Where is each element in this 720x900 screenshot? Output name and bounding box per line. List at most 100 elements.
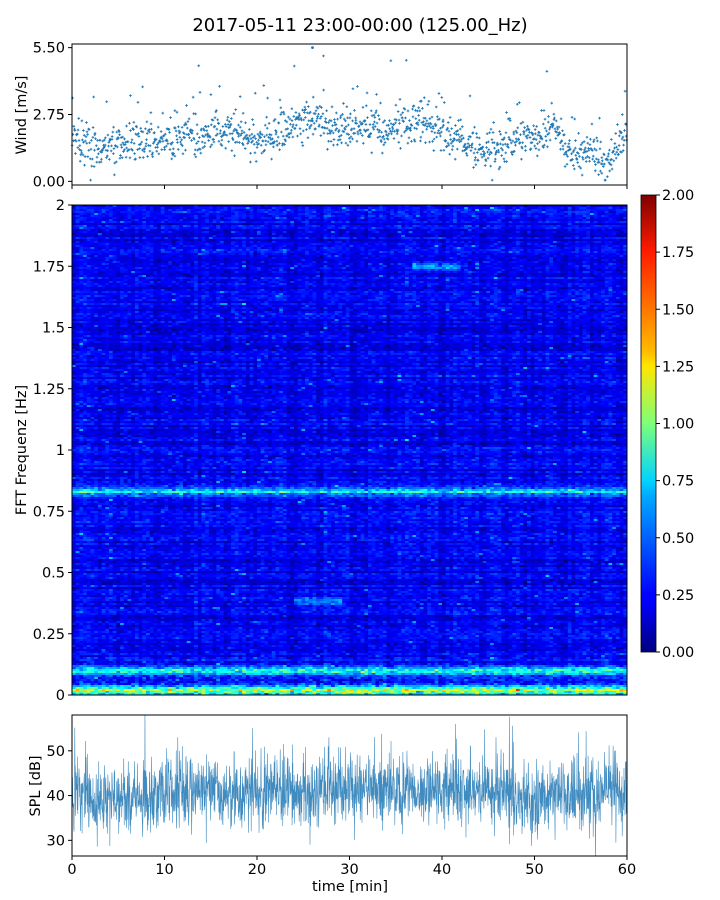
spectrogram-cell: [556, 221, 561, 224]
spectrogram-cell: [364, 217, 369, 220]
spectrogram-cell: [504, 221, 509, 224]
spectrogram-cell: [334, 227, 339, 230]
spectrogram-cell: [623, 217, 627, 220]
spectrogram-cell: [153, 213, 158, 216]
spectrogram-cell: [493, 209, 498, 212]
spectrogram-cell: [319, 221, 324, 224]
spectrogram-cell: [220, 223, 225, 226]
spectrogram-cell: [282, 209, 287, 212]
spectrogram-cell: [545, 221, 550, 224]
spectrogram-cell: [123, 223, 128, 226]
spectrogram-cell: [412, 213, 417, 216]
spectrogram-cell: [245, 207, 250, 210]
spectrogram-cell: [149, 215, 154, 218]
spectrogram-cell: [379, 227, 384, 230]
spectrogram-cell: [190, 205, 195, 208]
spectrogram-cell: [586, 225, 591, 228]
spectrogram-cell: [453, 223, 458, 226]
spectrogram-cell: [416, 217, 421, 220]
spectrogram-cell: [479, 215, 484, 218]
spectrogram-cell: [434, 217, 439, 220]
spectrogram-cell: [475, 215, 480, 218]
spectrogram-cell: [390, 227, 395, 230]
spectrogram-cell: [268, 211, 273, 214]
spectrogram-cell: [623, 205, 627, 208]
spectrogram-cell: [364, 223, 369, 226]
spectrogram-cell: [194, 219, 199, 222]
spectrogram-cell: [549, 223, 554, 226]
spectrogram-cell: [90, 221, 95, 224]
spectrogram-cell: [208, 209, 213, 212]
spectrogram-cell: [127, 219, 132, 222]
spectrogram-cell: [575, 217, 580, 220]
spectrogram-cell: [286, 211, 291, 214]
spectrogram-cell: [453, 221, 458, 224]
spectrogram-cell: [179, 209, 184, 212]
spectrogram-cell: [319, 213, 324, 216]
spectrogram-cell: [249, 211, 254, 214]
spectrogram-cell: [541, 227, 546, 230]
spectrogram-cell: [231, 211, 236, 214]
spectrogram-cell: [353, 225, 358, 228]
spectrogram-cell: [375, 207, 380, 210]
spectrogram-cell: [486, 221, 491, 224]
spectrogram-cell: [471, 213, 476, 216]
spectrogram-cell: [375, 215, 380, 218]
spectrogram-cell: [419, 227, 424, 230]
spectrogram-cell: [523, 205, 528, 208]
spectrogram-cell: [179, 225, 184, 228]
spectrogram-cell: [508, 227, 513, 230]
spectrogram-cell: [97, 227, 102, 230]
spectrogram-cell: [582, 217, 587, 220]
spectrogram-cell: [116, 223, 121, 226]
spectrogram-cell: [105, 215, 110, 218]
spectrogram-cell: [604, 205, 609, 208]
spectrogram-cell: [497, 211, 502, 214]
spectrogram-cell: [138, 215, 143, 218]
spectrogram-cell: [79, 209, 84, 212]
spectrogram-cell: [208, 215, 213, 218]
spectrogram-cell: [586, 223, 591, 226]
spectrogram-cell: [430, 223, 435, 226]
spectrogram-cell: [79, 221, 84, 224]
wind-y-axis-label: Wind [m/s]: [14, 76, 30, 155]
spectrogram-cell: [419, 219, 424, 222]
spectrogram-cell: [279, 221, 284, 224]
spectrogram-cell: [586, 207, 591, 210]
spectrogram-cell: [545, 209, 550, 212]
spectrogram-cell: [467, 217, 472, 220]
spectrogram-cell: [482, 213, 487, 216]
spectrogram-cell: [416, 223, 421, 226]
spectrogram-cell: [312, 215, 317, 218]
spectrogram-cell: [419, 225, 424, 228]
spectrogram-cell: [430, 225, 435, 228]
spectrogram-cell: [90, 219, 95, 222]
spectrogram-cell: [538, 211, 543, 214]
spectrogram-cell: [479, 219, 484, 222]
spectrogram-cell: [530, 205, 535, 208]
spectrogram-cell: [197, 219, 202, 222]
spectrogram-cell: [79, 215, 84, 218]
spectrogram-cell: [393, 223, 398, 226]
spectrogram-cell: [253, 209, 258, 212]
spectrogram-cell: [467, 223, 472, 226]
spectrogram-cell: [342, 223, 347, 226]
spectrogram-cell: [297, 221, 302, 224]
spectrogram-cell: [564, 225, 569, 228]
spectrogram-cell: [342, 213, 347, 216]
spectrogram-cell: [123, 215, 128, 218]
spectrogram-cell: [205, 207, 210, 210]
spectrogram-cell: [493, 217, 498, 220]
spectrogram-cell: [475, 217, 480, 220]
spectrogram-cell: [442, 219, 447, 222]
spectrogram-cell: [275, 223, 280, 226]
spectrogram-cell: [449, 217, 454, 220]
spectrogram-cell: [356, 209, 361, 212]
spectrogram-cell: [593, 205, 598, 208]
spectrogram-cell: [271, 205, 276, 208]
spectrogram-cell: [271, 217, 276, 220]
spectrogram-cell: [131, 213, 136, 216]
spectrogram-cell: [438, 227, 443, 230]
spectrogram-cell: [131, 217, 136, 220]
spectrogram-cell: [216, 225, 221, 228]
